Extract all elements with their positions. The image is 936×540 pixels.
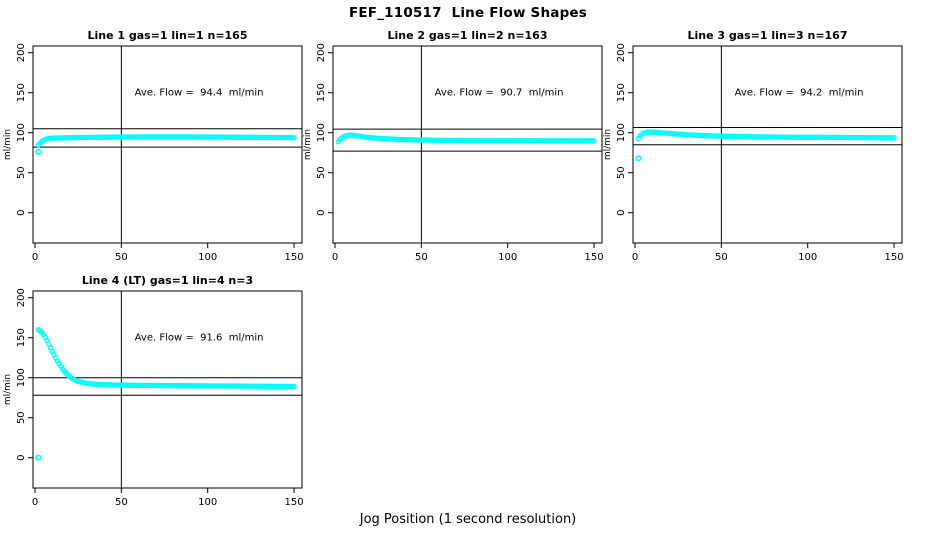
chart-title: FEF_110517 Line Flow Shapes [348, 5, 588, 21]
panel-title: Line 3 gas=1 lin=3 n=167 [687, 29, 847, 42]
panel-1: Line 1 gas=1 lin=1 n=165 0 50 100 150 0 50 100 1… [3, 29, 304, 263]
x-tick-label: 150 [285, 497, 304, 508]
panel-title: Line 4 (LT) gas=1 lin=4 n=3 [82, 274, 253, 287]
y-tick-label: 0 [616, 210, 627, 216]
x-tick-label: 100 [498, 252, 517, 263]
x-tick-label: 100 [798, 252, 817, 263]
y-tick-label: 100 [316, 123, 327, 142]
y-axis-label: ml/min [303, 129, 313, 160]
avg-flow-annotation: Ave. Flow = 91.6 ml/min [135, 333, 264, 344]
x-tick-label: 150 [285, 252, 304, 263]
panel-2: Line 2 gas=1 lin=2 n=163 0 50 100 150 0 50 100 1… [303, 29, 604, 263]
x-tick-label: 50 [115, 252, 128, 263]
y-tick-label: 50 [16, 166, 27, 179]
y-tick-label: 200 [16, 43, 27, 62]
outlier-point [35, 454, 42, 461]
x-tick-label: 150 [585, 252, 604, 263]
plot-box [332, 45, 603, 244]
y-tick-label: 200 [616, 43, 627, 62]
avg-flow-annotation: Ave. Flow = 94.2 ml/min [735, 88, 864, 99]
x-tick-label: 50 [115, 497, 128, 508]
plot-box [32, 45, 303, 244]
x-tick-label: 50 [715, 252, 728, 263]
x-tick-label: 0 [32, 497, 38, 508]
x-tick-label: 100 [198, 252, 217, 263]
panel-title: Line 1 gas=1 lin=1 n=165 [87, 29, 247, 42]
panel-4: Line 4 (LT) gas=1 lin=4 n=3 0 50 100 150 0 50 1… [3, 274, 304, 508]
y-axis-label: ml/min [603, 129, 613, 160]
x-tick-label: 100 [198, 497, 217, 508]
y-tick-label: 0 [16, 455, 27, 461]
y-tick-label: 100 [16, 368, 27, 387]
y-tick-label: 100 [616, 123, 627, 142]
x-axis-label: Jog Position (1 second resolution) [359, 512, 577, 527]
y-tick-label: 0 [16, 210, 27, 216]
panel-3: Line 3 gas=1 lin=3 n=167 0 50 100 150 0 50 100 1… [603, 29, 904, 263]
y-tick-label: 150 [316, 83, 327, 102]
data-point [591, 138, 597, 144]
y-tick-label: 150 [16, 328, 27, 347]
y-tick-label: 50 [616, 166, 627, 179]
x-tick-label: 50 [415, 252, 428, 263]
x-tick-label: 0 [632, 252, 638, 263]
avg-flow-annotation: Ave. Flow = 90.7 ml/min [435, 88, 564, 99]
y-tick-label: 100 [16, 123, 27, 142]
avg-flow-annotation: Ave. Flow = 94.4 ml/min [135, 88, 264, 99]
x-tick-label: 150 [885, 252, 904, 263]
y-tick-label: 50 [16, 411, 27, 424]
panel-title: Line 2 gas=1 lin=2 n=163 [387, 29, 547, 42]
y-tick-label: 200 [16, 288, 27, 307]
data-point [291, 383, 297, 390]
x-tick-label: 0 [32, 252, 38, 263]
outlier-point [635, 155, 642, 162]
y-axis-label: ml/min [3, 374, 13, 405]
y-tick-label: 50 [316, 166, 327, 179]
data-point [891, 135, 897, 141]
outlier-point [35, 148, 42, 155]
plot-box [32, 290, 303, 489]
y-tick-label: 150 [616, 83, 627, 102]
y-tick-label: 150 [16, 83, 27, 102]
y-tick-label: 0 [316, 210, 327, 216]
data-point [291, 134, 297, 141]
y-tick-label: 200 [316, 43, 327, 62]
y-axis-label: ml/min [3, 129, 13, 160]
x-tick-label: 0 [332, 252, 338, 263]
